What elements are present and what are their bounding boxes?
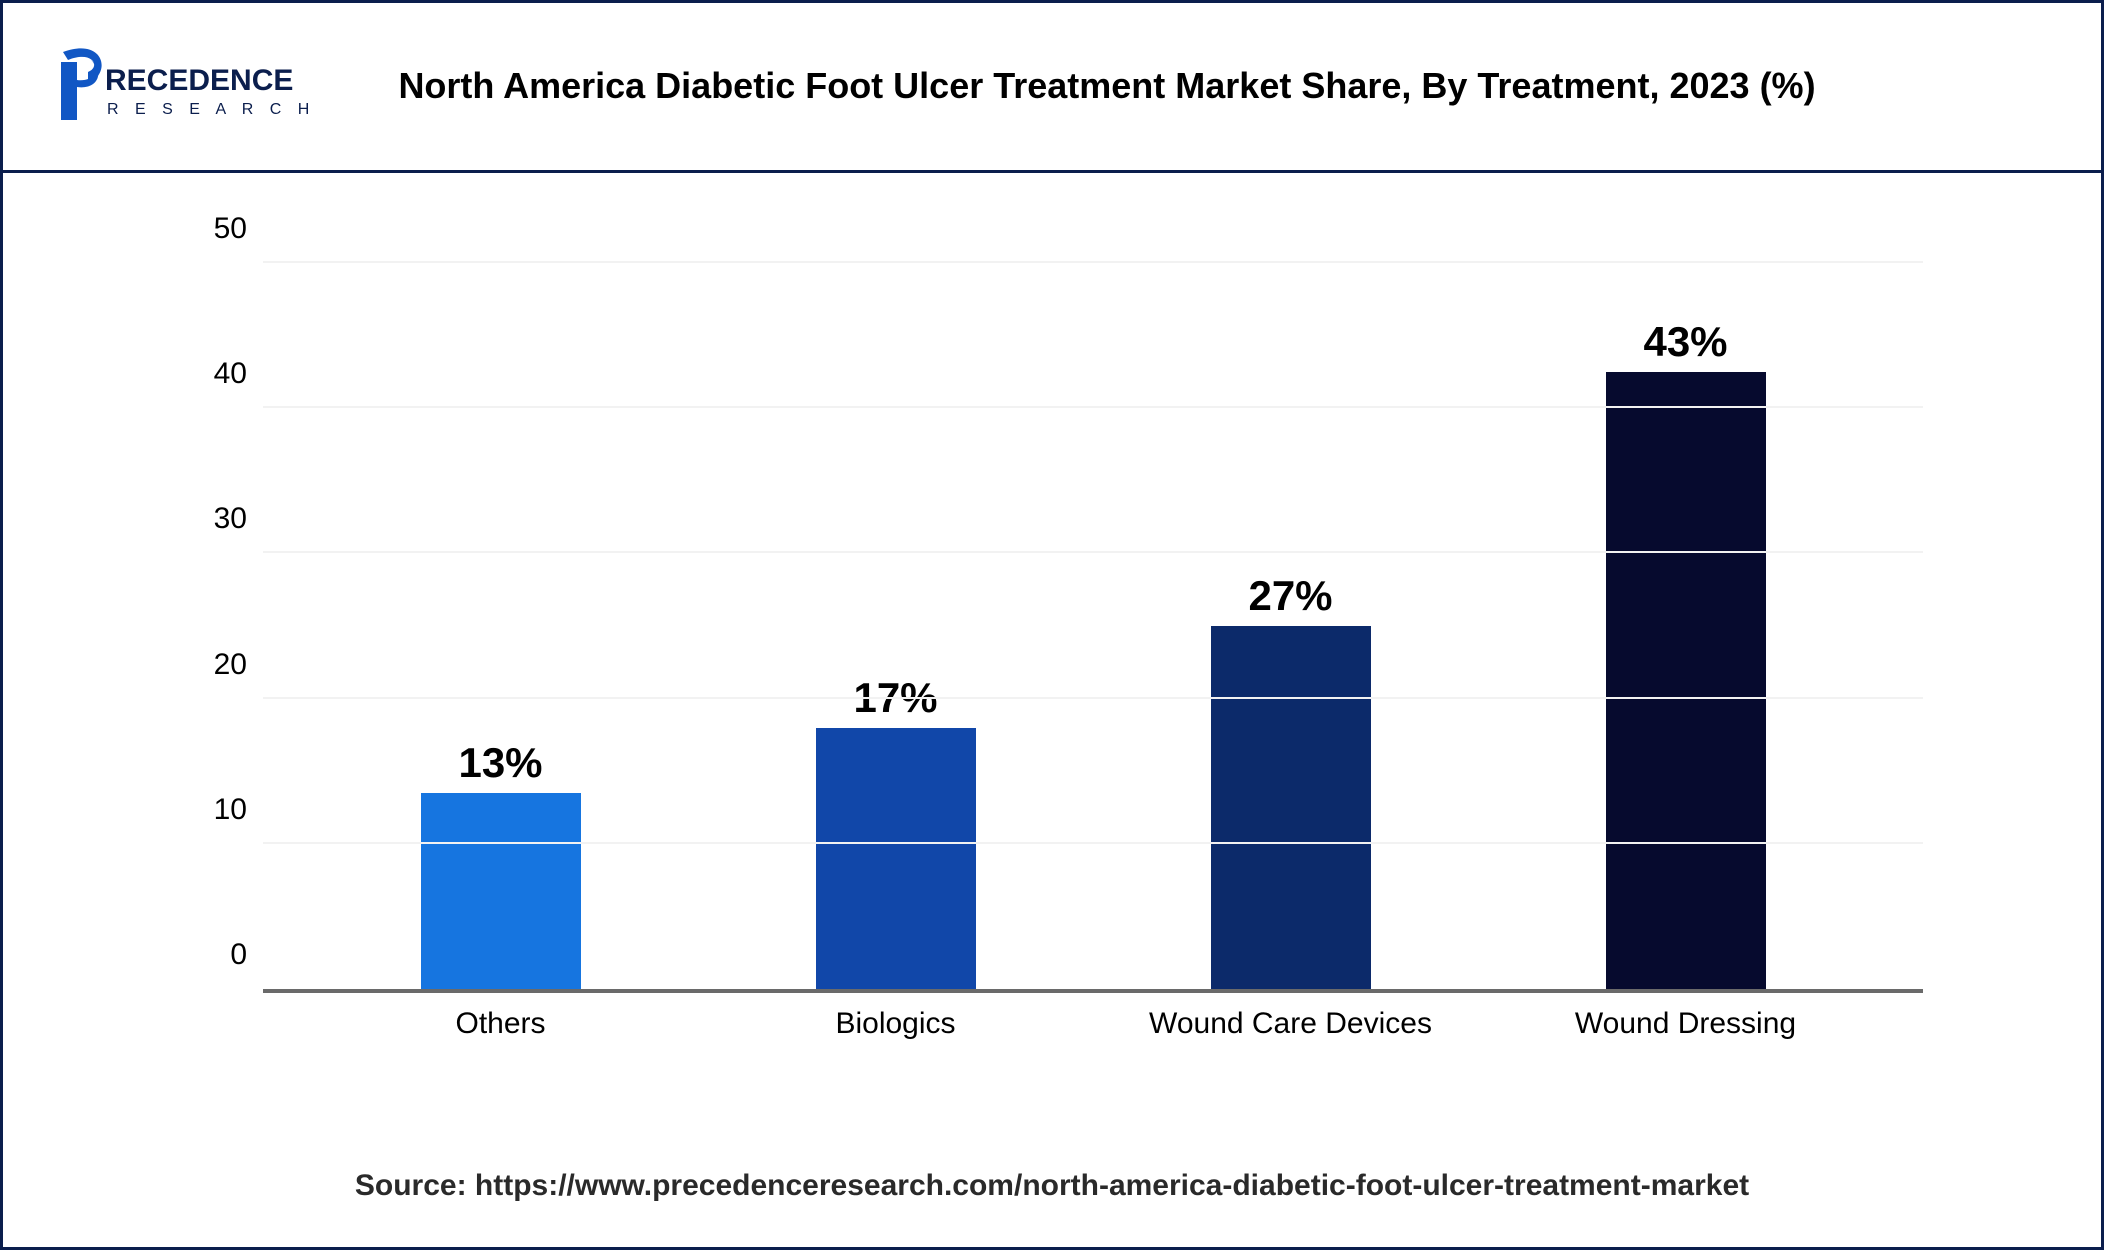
y-tick-label: 0 — [230, 938, 247, 972]
logo-sub-text: R E S E A R C H — [107, 101, 315, 118]
x-tick-label: Wound Care Devices — [1149, 1007, 1432, 1041]
plot-region: 13%Others17%Biologics27%Wound Care Devic… — [263, 263, 1923, 993]
logo-main-text: RECEDENCE — [105, 64, 293, 97]
gridline — [263, 551, 1923, 553]
y-tick-label: 50 — [214, 212, 247, 246]
bar-group: 13%Others — [327, 263, 675, 989]
bar-value-label: 43% — [1643, 318, 1727, 366]
x-tick-label: Wound Dressing — [1575, 1007, 1796, 1041]
precedence-logo-icon: RECEDENCE R E S E A R C H — [43, 42, 333, 132]
bar-rect — [1606, 372, 1766, 989]
bar-value-label: 13% — [458, 739, 542, 787]
chart-frame: RECEDENCE R E S E A R C H North America … — [0, 0, 2104, 1250]
bar-group: 43%Wound Dressing — [1512, 263, 1860, 989]
chart-area: 13%Others17%Biologics27%Wound Care Devic… — [203, 263, 1923, 1053]
y-tick-label: 30 — [214, 502, 247, 536]
header-bar: RECEDENCE R E S E A R C H North America … — [3, 3, 2101, 173]
bar-rect — [421, 793, 581, 989]
bar-rect — [816, 728, 976, 989]
bar-value-label: 27% — [1248, 572, 1332, 620]
bars-row: 13%Others17%Biologics27%Wound Care Devic… — [263, 263, 1923, 989]
gridline — [263, 406, 1923, 408]
bar-group: 17%Biologics — [722, 263, 1070, 989]
y-tick-label: 40 — [214, 357, 247, 391]
logo: RECEDENCE R E S E A R C H — [43, 42, 333, 132]
chart-title: North America Diabetic Foot Ulcer Treatm… — [333, 62, 2061, 111]
y-tick-label: 10 — [214, 793, 247, 827]
gridline — [263, 261, 1923, 263]
x-tick-label: Others — [455, 1007, 545, 1041]
source-text: Source: https://www.precedenceresearch.c… — [3, 1169, 2101, 1203]
gridline — [263, 842, 1923, 844]
bar-group: 27%Wound Care Devices — [1117, 263, 1465, 989]
gridline — [263, 697, 1923, 699]
y-tick-label: 20 — [214, 648, 247, 682]
x-tick-label: Biologics — [835, 1007, 955, 1041]
bar-rect — [1211, 626, 1371, 989]
